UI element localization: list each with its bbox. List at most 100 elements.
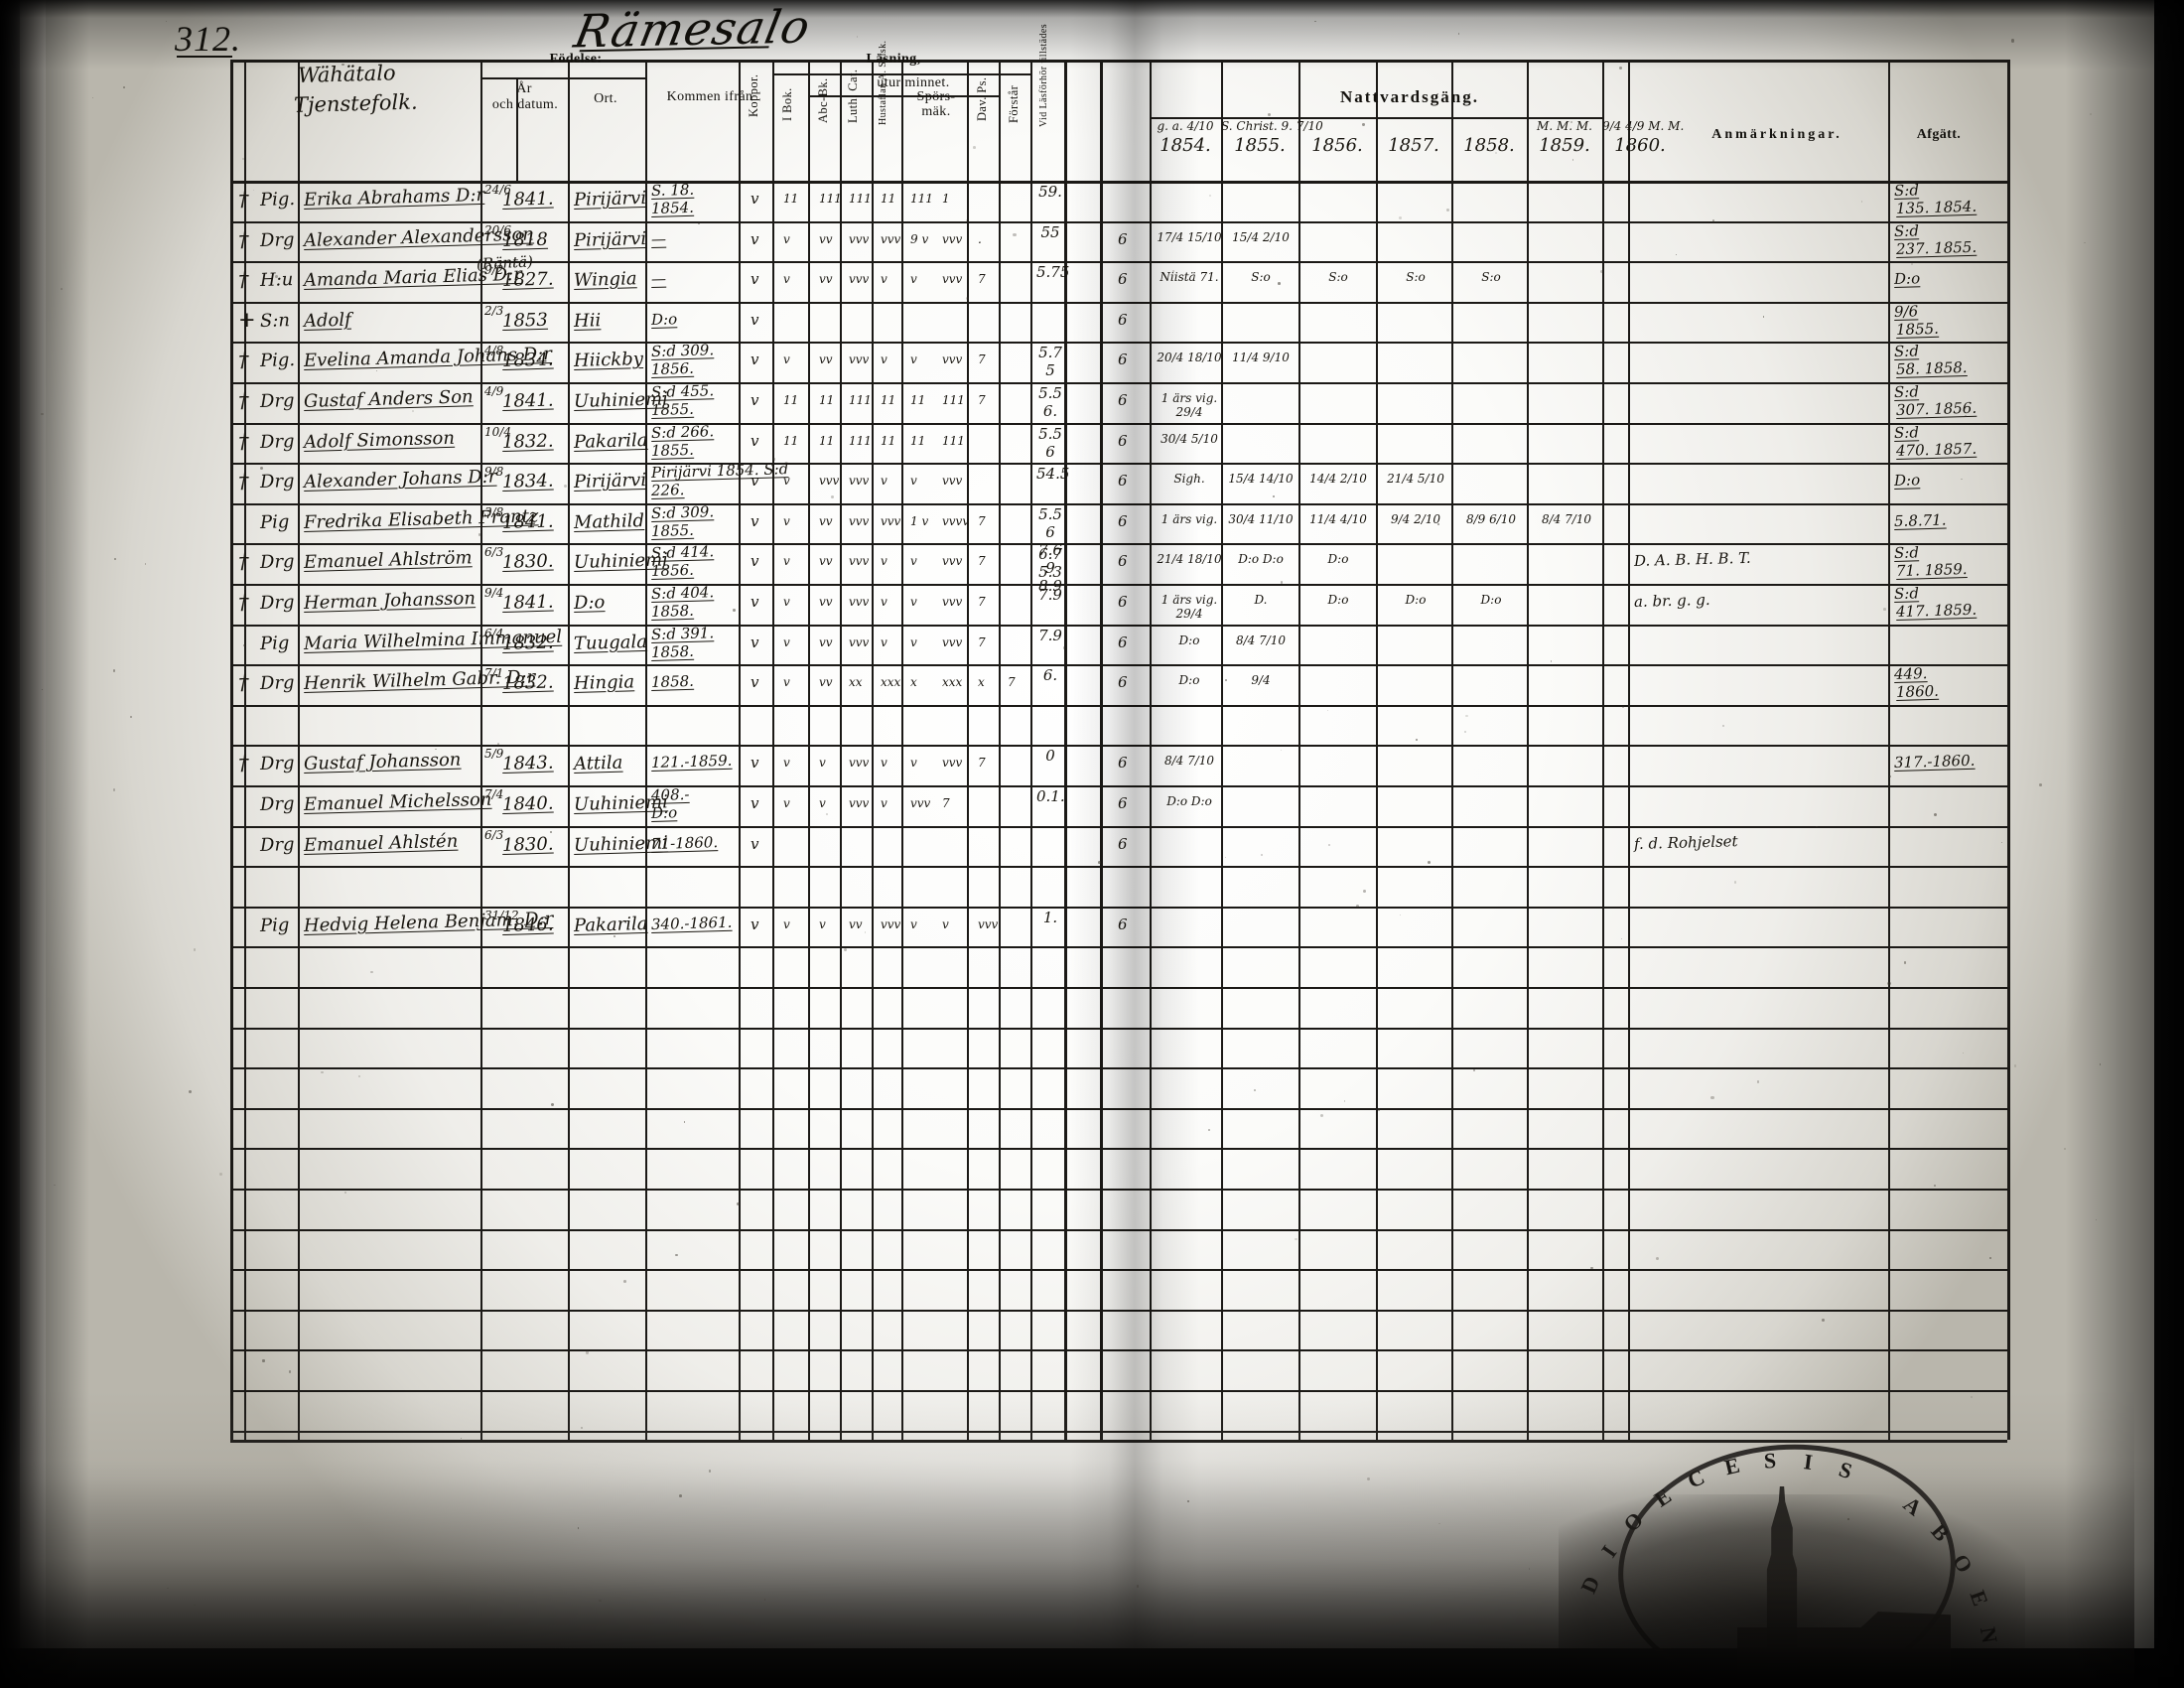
row-departed-a-6: S:d xyxy=(1893,422,1920,442)
row-mark-12: † xyxy=(238,670,249,695)
paper-speck xyxy=(1756,1080,1760,1084)
communion-year-note: M. M. M. xyxy=(1537,119,1592,133)
row-title-13: Drg xyxy=(259,753,295,775)
row-reading-16-0: v xyxy=(783,916,790,931)
row-mark-1: † xyxy=(238,226,249,251)
row-communion-tick-9: 6 xyxy=(1118,552,1128,571)
row-reading-2-4: v xyxy=(910,272,917,287)
paper-speck xyxy=(1136,1585,1140,1588)
row-attendance-13: 0 xyxy=(1045,747,1055,766)
row-birth-place-8: Mathild xyxy=(573,509,645,533)
row-smallpox-3: v xyxy=(751,310,759,329)
paper-speck xyxy=(1571,159,1574,161)
paper-speck xyxy=(763,1599,765,1601)
row-attendance-6: 5.5 6 xyxy=(1038,424,1062,461)
row-communion-11-0: D:o xyxy=(1178,633,1200,647)
row-reading-4-5: vvv xyxy=(942,352,963,367)
paper-speck xyxy=(1225,679,1227,681)
row-title-16: Pig xyxy=(259,914,290,936)
seal-letter: S xyxy=(1979,1666,2005,1682)
row-reading-8-4: 1 v xyxy=(910,513,929,528)
estate-title: Rämesalo xyxy=(570,0,816,59)
paper-speck xyxy=(1964,414,1968,418)
row-attendance-7: 54.5 xyxy=(1036,465,1070,484)
table-column-rule xyxy=(1451,60,1453,1440)
paper-speck xyxy=(683,1121,686,1123)
row-communion-6-0: 30/4 5/10 xyxy=(1160,431,1218,446)
paper-speck xyxy=(1887,982,1891,986)
table-row-rule xyxy=(230,1269,2007,1272)
header-attendance: Vid Läsförhör tillstädes xyxy=(1038,24,1049,127)
row-departed-a-1: S:d xyxy=(1893,220,1920,240)
row-birth-day-4: 4/8 xyxy=(484,344,504,358)
paper-speck xyxy=(1970,1395,1974,1398)
row-reading-2-6: 7 xyxy=(978,272,986,287)
row-communion-1-1: 15/4 2/10 xyxy=(1232,229,1290,244)
row-birth-day-8: 3/8 xyxy=(484,504,504,519)
row-reading-10-1: vv xyxy=(819,595,833,609)
paper-speck xyxy=(1656,1256,1660,1261)
row-reading-14-0: v xyxy=(783,796,790,810)
paper-speck xyxy=(1621,938,1623,940)
row-birth-year-16: 1846. xyxy=(501,914,554,936)
row-reading-10-2: vvv xyxy=(849,595,870,609)
paper-speck xyxy=(123,86,126,89)
paper-speck xyxy=(1494,151,1498,155)
paper-speck xyxy=(1280,581,1284,584)
row-birth-day-9: 6/3 xyxy=(484,545,504,560)
paper-speck xyxy=(1910,263,1913,266)
table-column-rule xyxy=(1030,60,1032,1440)
row-departed-b-12: 1860. xyxy=(1895,681,1940,702)
row-communion-10-2: D:o xyxy=(1327,593,1349,607)
table-row-rule xyxy=(230,1349,2007,1352)
row-reading-11-3: v xyxy=(881,634,887,649)
paper-speck xyxy=(550,1102,554,1106)
table-row-rule xyxy=(230,704,2007,707)
row-come-from-b-10: 1858. xyxy=(650,601,695,621)
row-communion-8-1: 30/4 11/10 xyxy=(1228,511,1294,526)
row-reading-5-1: 11 xyxy=(819,393,835,407)
paper-speck xyxy=(1098,860,1102,864)
row-communion-12-1: 9/4 xyxy=(1251,673,1271,688)
paper-speck xyxy=(167,1587,169,1590)
paper-speck xyxy=(1762,316,1765,318)
row-title-11: Pig xyxy=(259,632,290,654)
row-birth-day-3: 2/3 xyxy=(484,303,504,318)
row-reading-12-4: x xyxy=(910,675,917,690)
paper-speck xyxy=(1367,1477,1371,1480)
row-communion-tick-10: 6 xyxy=(1118,593,1128,611)
row-birth-year-2: 1827. xyxy=(501,268,554,292)
communion-year-1855: 1855. xyxy=(1234,135,1286,156)
row-smallpox-11: v xyxy=(751,633,759,651)
paper-speck xyxy=(641,41,645,45)
row-communion-2-2: S:o xyxy=(1328,270,1348,285)
paper-speck xyxy=(461,1437,463,1439)
paper-speck xyxy=(2099,1063,2102,1065)
row-reading-14-4: vvv xyxy=(910,796,931,810)
paper-speck xyxy=(240,367,242,369)
paper-speck xyxy=(1590,1266,1594,1270)
row-birth-day-12: 7/1 xyxy=(484,666,504,681)
row-reading-9-4: v xyxy=(910,554,917,569)
row-communion-9-2: D:o xyxy=(1327,552,1349,567)
row-communion-tick-1: 6 xyxy=(1118,229,1128,248)
paper-speck xyxy=(42,688,44,691)
row-reading-9-2: vvv xyxy=(849,554,870,569)
row-smallpox-1: v xyxy=(751,229,759,248)
row-come-from-b-4: 1856. xyxy=(650,359,695,379)
paper-speck xyxy=(1398,215,1402,219)
row-communion-9-1: D:o D:o xyxy=(1238,552,1284,567)
row-reading-7-5: vvv xyxy=(942,474,963,489)
paper-speck xyxy=(1280,749,1283,752)
table-row-rule xyxy=(230,1107,2007,1110)
row-reading-5-3: 11 xyxy=(881,393,896,407)
row-attendance-14: 0.1. xyxy=(1036,787,1065,805)
row-come-from-2: — xyxy=(650,269,667,289)
table-row-rule xyxy=(230,1148,2007,1151)
row-attendance-9: 6.7 5.3 xyxy=(1038,545,1062,582)
row-reading-6-3: 11 xyxy=(881,433,896,448)
table-column-rule xyxy=(1888,60,1890,1440)
paper-speck xyxy=(1570,120,1573,124)
paper-speck xyxy=(1272,494,1276,498)
handwriting-tjenstefolk: Tjenstefolk. xyxy=(293,89,418,117)
